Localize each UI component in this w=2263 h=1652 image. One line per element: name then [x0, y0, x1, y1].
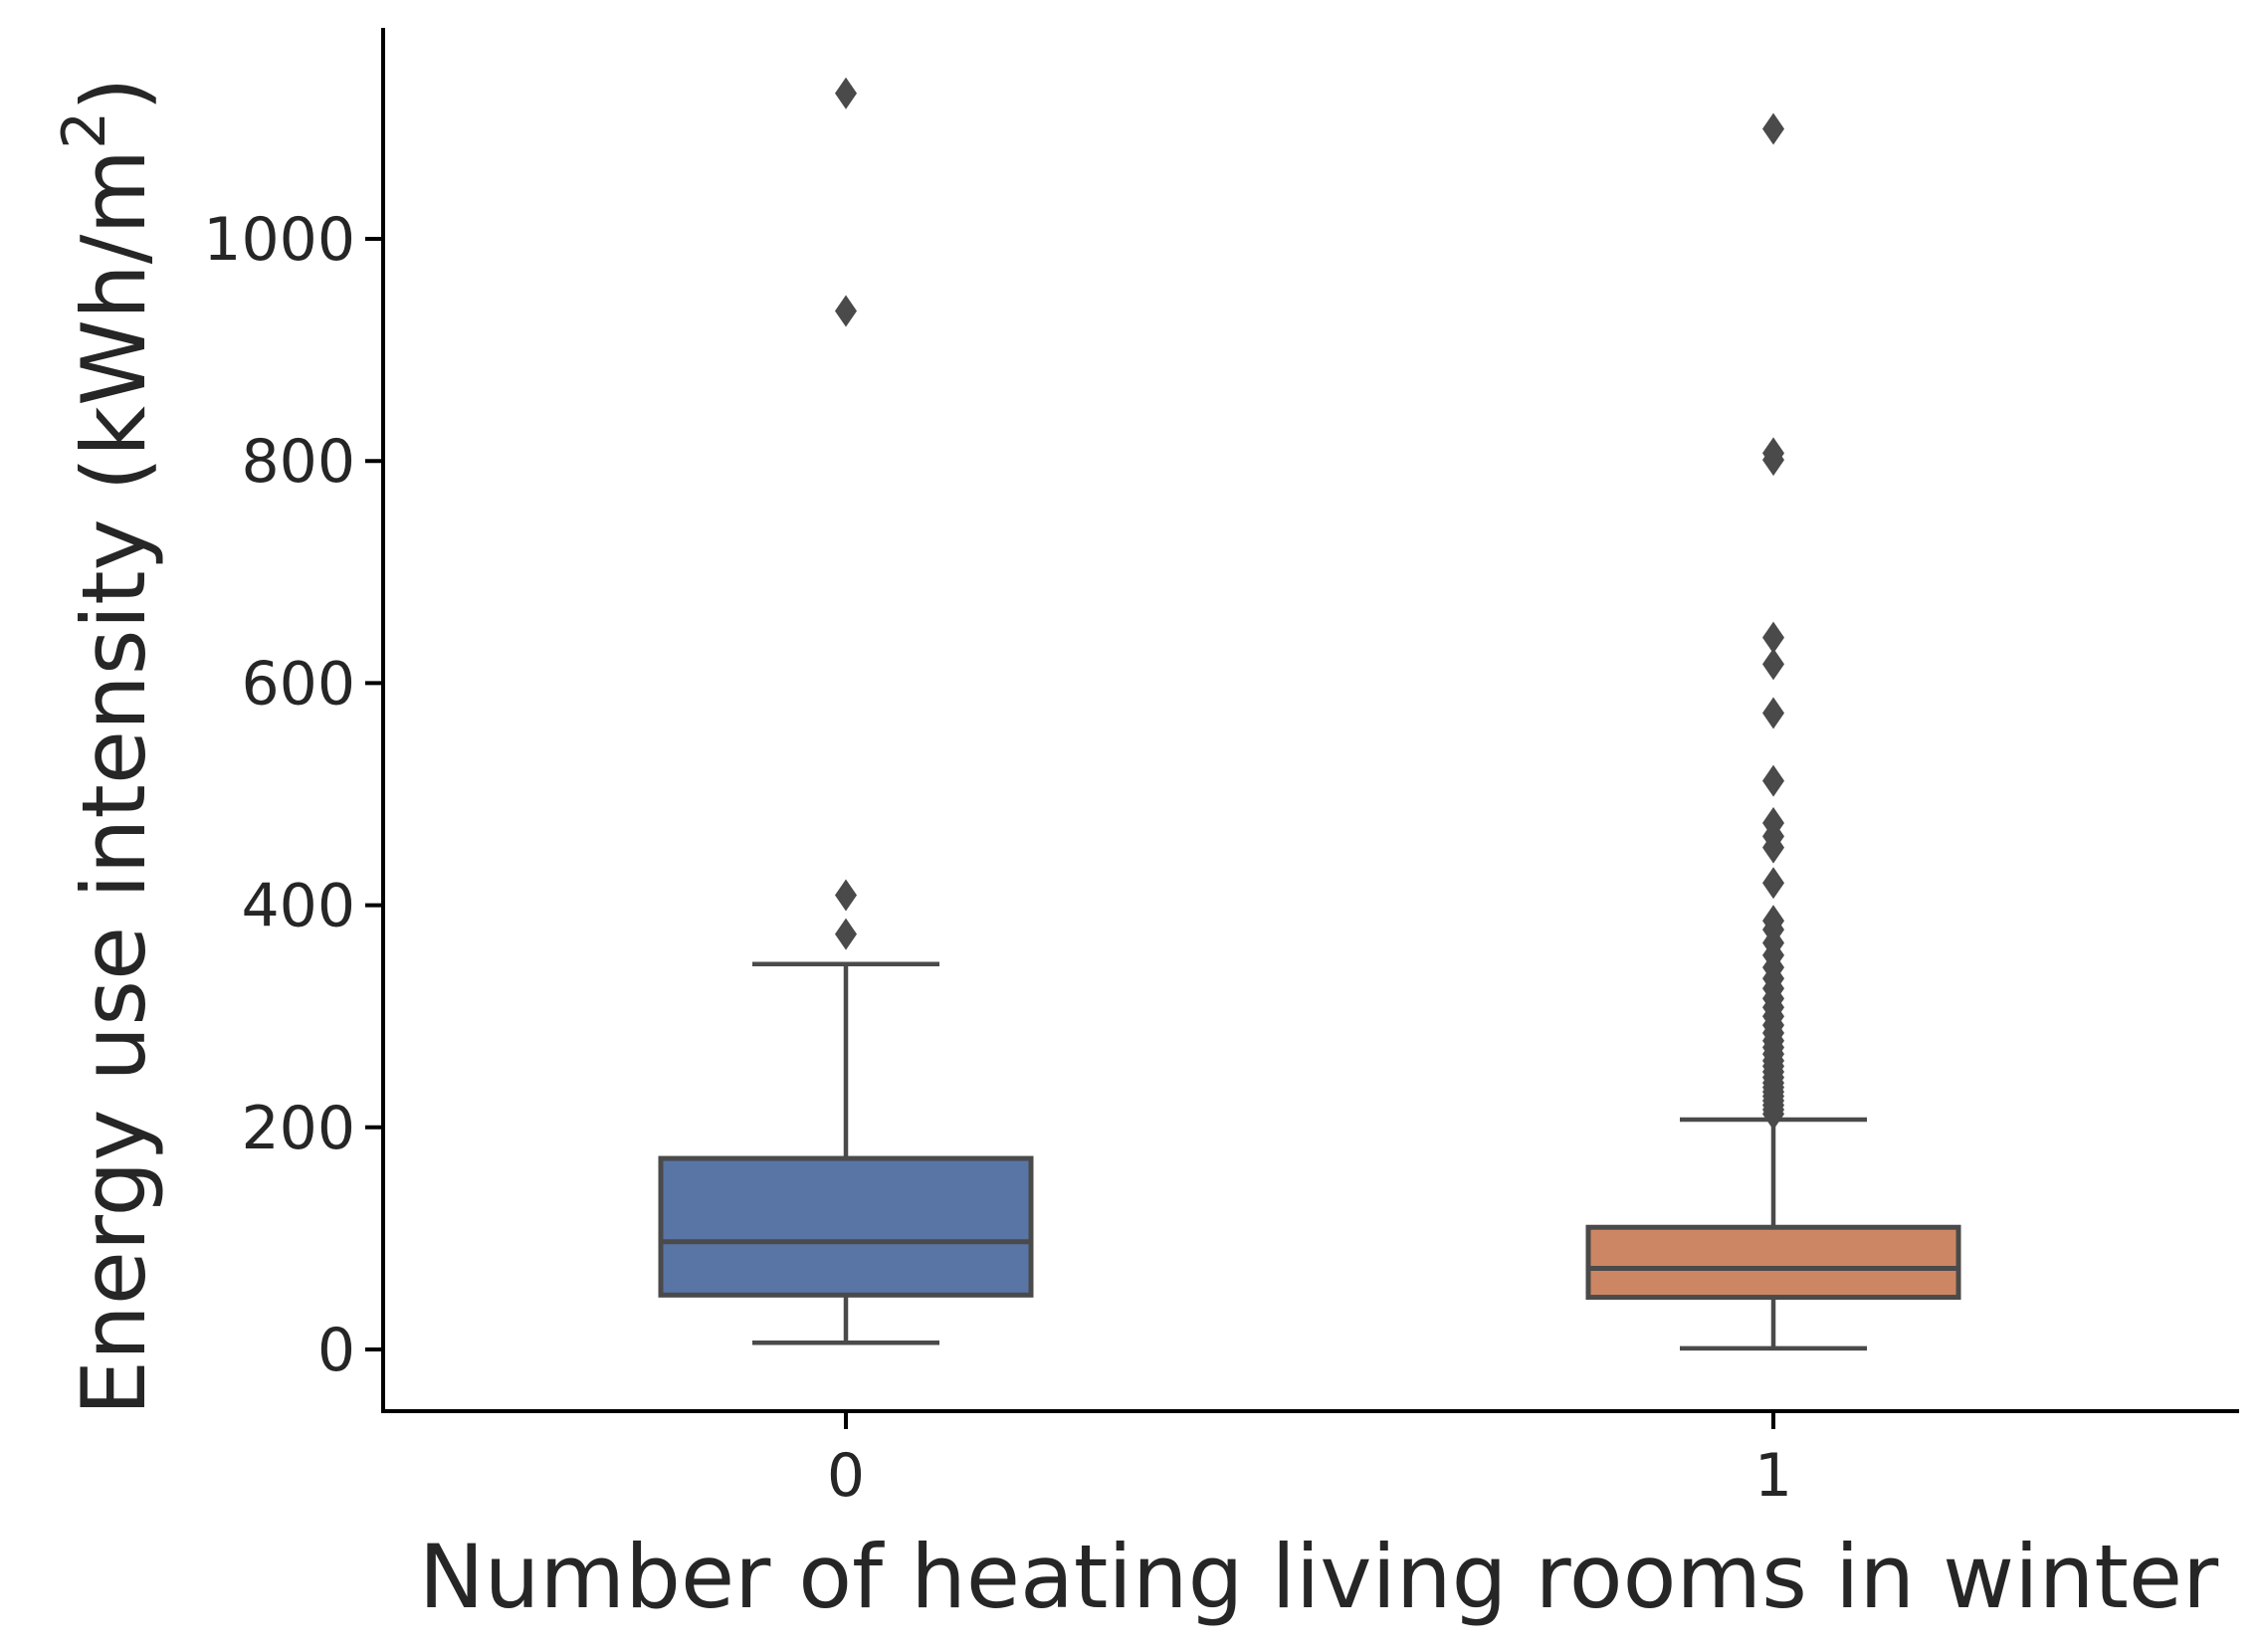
outlier-point: [835, 879, 857, 912]
outlier-point: [1762, 905, 1784, 937]
y-axis-label-main: Energy use intensity (kWh/m: [63, 149, 165, 1416]
iqr-box: [1585, 1224, 1961, 1301]
outlier-point: [1762, 807, 1784, 840]
y-tick-label: 0: [317, 1316, 355, 1385]
y-tick-label: 600: [241, 649, 355, 719]
y-axis-label-group: Energy use intensity (kWh/m2): [50, 77, 165, 1415]
outlier-point: [1762, 648, 1784, 681]
x-axis-label: Number of heating living rooms in winter: [419, 1526, 2219, 1628]
box-group-1: [1585, 112, 1961, 1351]
iqr-box: [658, 1155, 1034, 1298]
axes: 0 200 400 600 800 1000 0 1: [203, 28, 2239, 1511]
x-tick-label: 0: [827, 1441, 865, 1511]
y-tick-label: 800: [241, 427, 355, 497]
plot-marks: [658, 77, 1961, 1351]
outlier-point: [1762, 867, 1784, 900]
outlier-point: [1762, 697, 1784, 729]
y-tick-label: 1000: [203, 205, 355, 275]
outlier-point: [1762, 437, 1784, 470]
y-axis-label-superscript: 2: [50, 111, 119, 149]
y-axis-label-close: ): [63, 77, 165, 110]
y-tick-label: 400: [241, 872, 355, 941]
y-axis-label: Energy use intensity (kWh/m2): [50, 77, 165, 1415]
outlier-point: [835, 918, 857, 950]
outlier-point: [1762, 621, 1784, 654]
outlier-point: [835, 295, 857, 327]
outlier-point: [1762, 112, 1784, 145]
box-group-0: [658, 77, 1034, 1345]
outlier-point: [835, 77, 857, 109]
x-tick-label: 1: [1754, 1441, 1792, 1511]
y-tick-label: 200: [241, 1094, 355, 1163]
outlier-point: [1762, 764, 1784, 797]
